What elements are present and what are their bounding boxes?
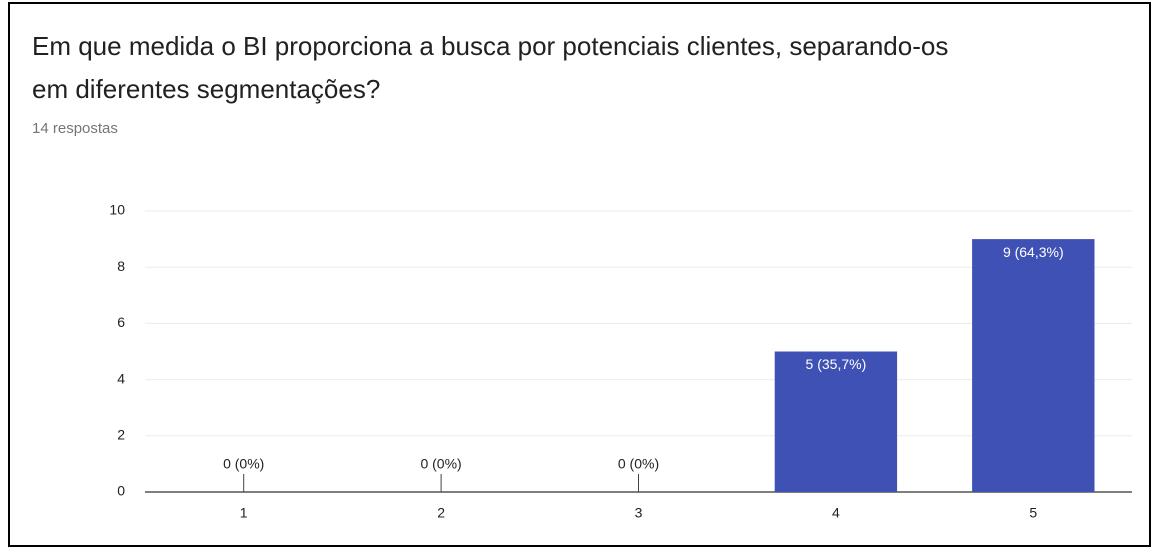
y-tick-label: 2 [117,427,125,443]
data-label: 0 (0%) [618,456,659,472]
x-tick-label: 1 [240,505,248,521]
bar [774,351,898,492]
x-tick-label: 5 [1029,505,1037,521]
data-label: 5 (35,7%) [806,356,867,372]
y-tick-label: 8 [117,258,125,274]
data-label: 0 (0%) [223,456,264,472]
y-tick-label: 6 [117,314,125,330]
y-tick-label: 4 [117,370,125,386]
chart-subtitle: 14 respostas [32,120,118,137]
data-label: 0 (0%) [420,456,461,472]
x-tick-label: 4 [832,505,840,521]
x-tick-label: 2 [437,505,445,521]
x-tick-label: 3 [635,505,643,521]
bar [972,239,1095,492]
chart-title: Em que medida o BI proporciona a busca p… [32,31,949,104]
y-tick-label: 0 [117,483,125,499]
y-tick-label: 10 [109,202,125,218]
data-label: 9 (64,3%) [1003,244,1064,260]
